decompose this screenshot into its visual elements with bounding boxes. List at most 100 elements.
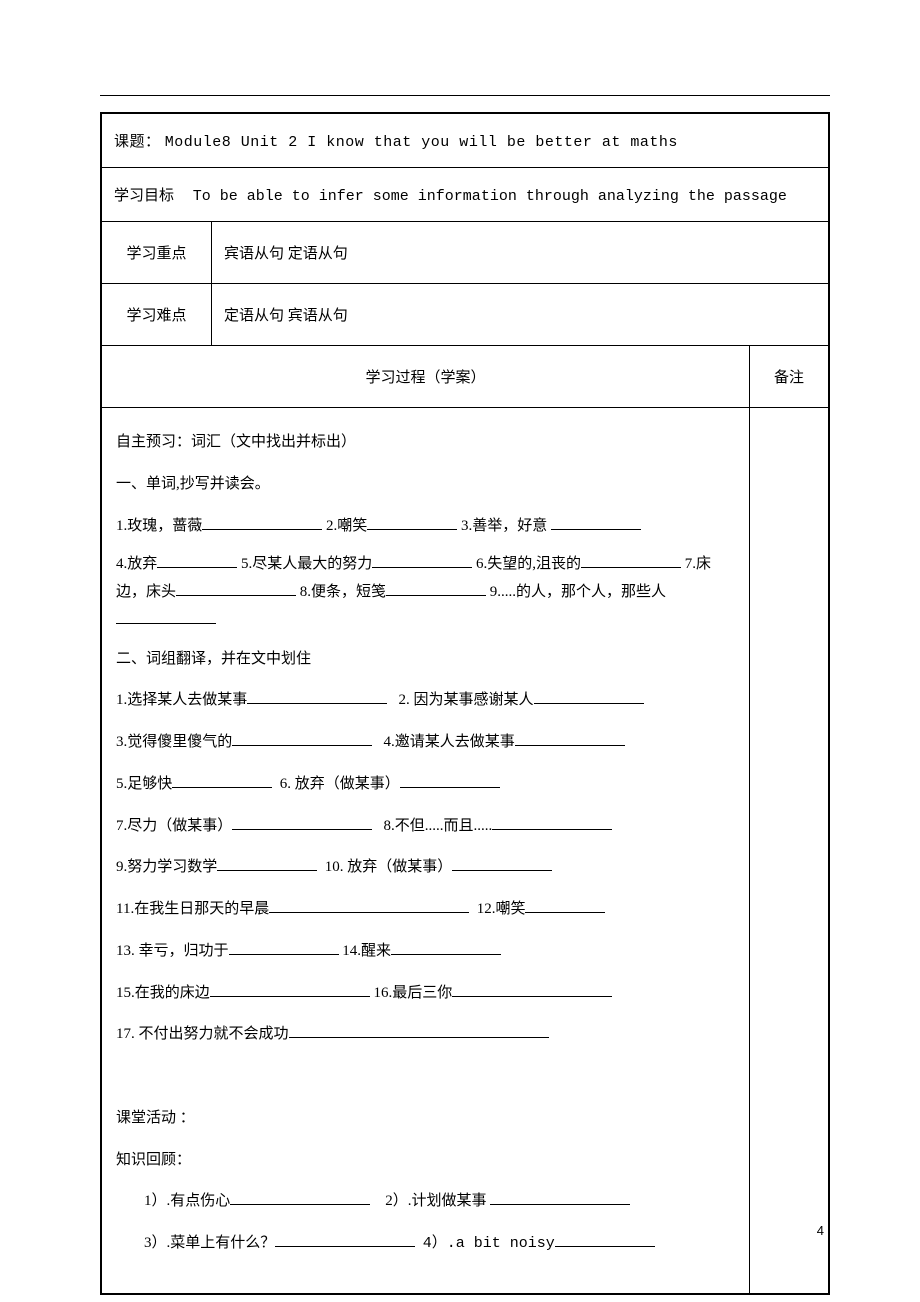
phrase-4: 4.邀请某人去做某事 xyxy=(384,734,515,750)
blank[interactable] xyxy=(247,688,387,704)
phrase-6: 6. 放弃（做某事） xyxy=(280,776,400,792)
phrase-10: 10. 放弃（做某事） xyxy=(325,859,453,875)
blank[interactable] xyxy=(202,514,322,530)
blank[interactable] xyxy=(157,552,237,568)
preview-title: 自主预习：词汇（文中找出并标出） xyxy=(116,426,735,460)
blank[interactable] xyxy=(515,730,625,746)
word-6: 6.失望的,沮丧的 xyxy=(476,556,581,572)
difficulty-row: 学习难点 定语从句 宾语从句 xyxy=(102,284,828,346)
blank[interactable] xyxy=(452,855,552,871)
blank[interactable] xyxy=(229,939,339,955)
word-4: 4.放弃 xyxy=(116,556,157,572)
phrase-1: 1.选择某人去做某事 xyxy=(116,692,247,708)
blank[interactable] xyxy=(490,1189,630,1205)
blank[interactable] xyxy=(452,981,612,997)
word-3: 3.善举，好意 xyxy=(461,518,547,534)
notes-label: 备注 xyxy=(750,346,828,407)
focus-label: 学习重点 xyxy=(102,222,212,283)
phrase-line-4: 7.尽力（做某事） 8.不但.....而且..... xyxy=(116,810,735,844)
goal-cell: 学习目标 To be able to infer some informatio… xyxy=(102,168,828,221)
process-header-row: 学习过程（学案） 备注 xyxy=(102,346,828,408)
content-row: 自主预习：词汇（文中找出并标出） 一、单词,抄写并读会。 1.玫瑰，蔷薇 2.嘲… xyxy=(102,408,828,1293)
blank[interactable] xyxy=(386,580,486,596)
phrase-13: 13. 幸亏，归功于 xyxy=(116,943,229,959)
blank[interactable] xyxy=(391,939,501,955)
phrase-line-2: 3.觉得傻里傻气的 4.邀请某人去做某事 xyxy=(116,726,735,760)
word-1: 1.玫瑰，蔷薇 xyxy=(116,518,202,534)
blank[interactable] xyxy=(289,1022,549,1038)
word-8: 8.便条，短笺 xyxy=(300,584,386,600)
notes-column xyxy=(750,408,828,1293)
phrase-12: 12.嘲笑 xyxy=(477,901,526,917)
blank[interactable] xyxy=(581,552,681,568)
phrase-line-9: 17. 不付出努力就不会成功 xyxy=(116,1018,735,1052)
review-4: 4）.a bit noisy xyxy=(423,1235,555,1252)
phrase-line-8: 15.在我的床边 16.最后三你 xyxy=(116,977,735,1011)
phrase-2: 2. 因为某事感谢某人 xyxy=(399,692,534,708)
difficulty-value: 定语从句 宾语从句 xyxy=(212,284,828,345)
word-5: 5.尽某人最大的努力 xyxy=(241,556,372,572)
phrase-11: 11.在我生日那天的早晨 xyxy=(116,901,269,917)
review-2: 2）.计划做某事 xyxy=(385,1193,486,1209)
phrase-17: 17. 不付出努力就不会成功 xyxy=(116,1026,289,1042)
blank[interactable] xyxy=(275,1231,415,1247)
phrase-14: 14.醒来 xyxy=(342,943,391,959)
topic-cell: 课题： Module8 Unit 2 I know that you will … xyxy=(102,114,828,167)
phrase-8: 8.不但.....而且..... xyxy=(384,818,493,834)
phrase-line-7: 13. 幸亏，归功于 14.醒来 xyxy=(116,935,735,969)
process-label: 学习过程（学案） xyxy=(102,346,750,407)
topic-label: 课题： xyxy=(114,134,161,150)
blank[interactable] xyxy=(116,608,216,624)
word-9: 9.....的人，那个人，那些人 xyxy=(490,584,666,600)
blank[interactable] xyxy=(172,772,272,788)
blank[interactable] xyxy=(217,855,317,871)
phrase-15: 15.在我的床边 xyxy=(116,985,210,1001)
blank[interactable] xyxy=(232,730,372,746)
goal-label: 学习目标 xyxy=(114,188,174,204)
blank[interactable] xyxy=(551,514,641,530)
blank[interactable] xyxy=(367,514,457,530)
phrase-line-6: 11.在我生日那天的早晨 12.嘲笑 xyxy=(116,893,735,927)
phrase-7: 7.尽力（做某事） xyxy=(116,818,232,834)
phrase-16: 16.最后三你 xyxy=(374,985,453,1001)
blank[interactable] xyxy=(269,897,469,913)
page-number: 4 xyxy=(817,1223,824,1238)
blank[interactable] xyxy=(400,772,500,788)
blank[interactable] xyxy=(230,1189,370,1205)
blank[interactable] xyxy=(176,580,296,596)
review-3: 3）.菜单上有什么？ xyxy=(144,1235,275,1251)
focus-row: 学习重点 宾语从句 定语从句 xyxy=(102,222,828,284)
blank[interactable] xyxy=(232,814,372,830)
difficulty-label: 学习难点 xyxy=(102,284,212,345)
goal-row: 学习目标 To be able to infer some informatio… xyxy=(102,168,828,222)
section2-title: 二、词组翻译，并在文中划住 xyxy=(116,643,735,677)
class-activity: 课堂活动 ： xyxy=(116,1102,735,1136)
phrase-line-1: 1.选择某人去做某事 2. 因为某事感谢某人 xyxy=(116,684,735,718)
focus-value: 宾语从句 定语从句 xyxy=(212,222,828,283)
blank[interactable] xyxy=(525,897,605,913)
words-line1: 1.玫瑰，蔷薇 2.嘲笑 3.善举，好意 xyxy=(116,510,735,544)
topic-row: 课题： Module8 Unit 2 I know that you will … xyxy=(102,114,828,168)
worksheet-table: 课题： Module8 Unit 2 I know that you will … xyxy=(100,112,830,1295)
word-2: 2.嘲笑 xyxy=(326,518,367,534)
blank[interactable] xyxy=(534,688,644,704)
phrase-3: 3.觉得傻里傻气的 xyxy=(116,734,232,750)
review-line-2: 3）.菜单上有什么？ 4）.a bit noisy xyxy=(116,1227,735,1261)
section1-title: 一、单词,抄写并读会。 xyxy=(116,468,735,502)
review-1: 1）.有点伤心 xyxy=(144,1193,230,1209)
phrase-9: 9.努力学习数学 xyxy=(116,859,217,875)
blank[interactable] xyxy=(210,981,370,997)
blank[interactable] xyxy=(555,1231,655,1247)
header-rule xyxy=(100,95,830,96)
words-line2: 4.放弃 5.尽某人最大的努力 6.失望的,沮丧的 7.床边，床头 8.便条，短… xyxy=(116,551,735,634)
blank[interactable] xyxy=(492,814,612,830)
phrase-line-3: 5.足够快 6. 放弃（做某事） xyxy=(116,768,735,802)
content-main: 自主预习：词汇（文中找出并标出） 一、单词,抄写并读会。 1.玫瑰，蔷薇 2.嘲… xyxy=(102,408,750,1293)
phrase-line-5: 9.努力学习数学 10. 放弃（做某事） xyxy=(116,851,735,885)
goal-value: To be able to infer some information thr… xyxy=(193,188,787,205)
page-container: 课题： Module8 Unit 2 I know that you will … xyxy=(0,0,920,1302)
phrase-5: 5.足够快 xyxy=(116,776,172,792)
blank[interactable] xyxy=(372,552,472,568)
review-title: 知识回顾： xyxy=(116,1144,735,1178)
review-line-1: 1）.有点伤心 2）.计划做某事 xyxy=(116,1185,735,1219)
